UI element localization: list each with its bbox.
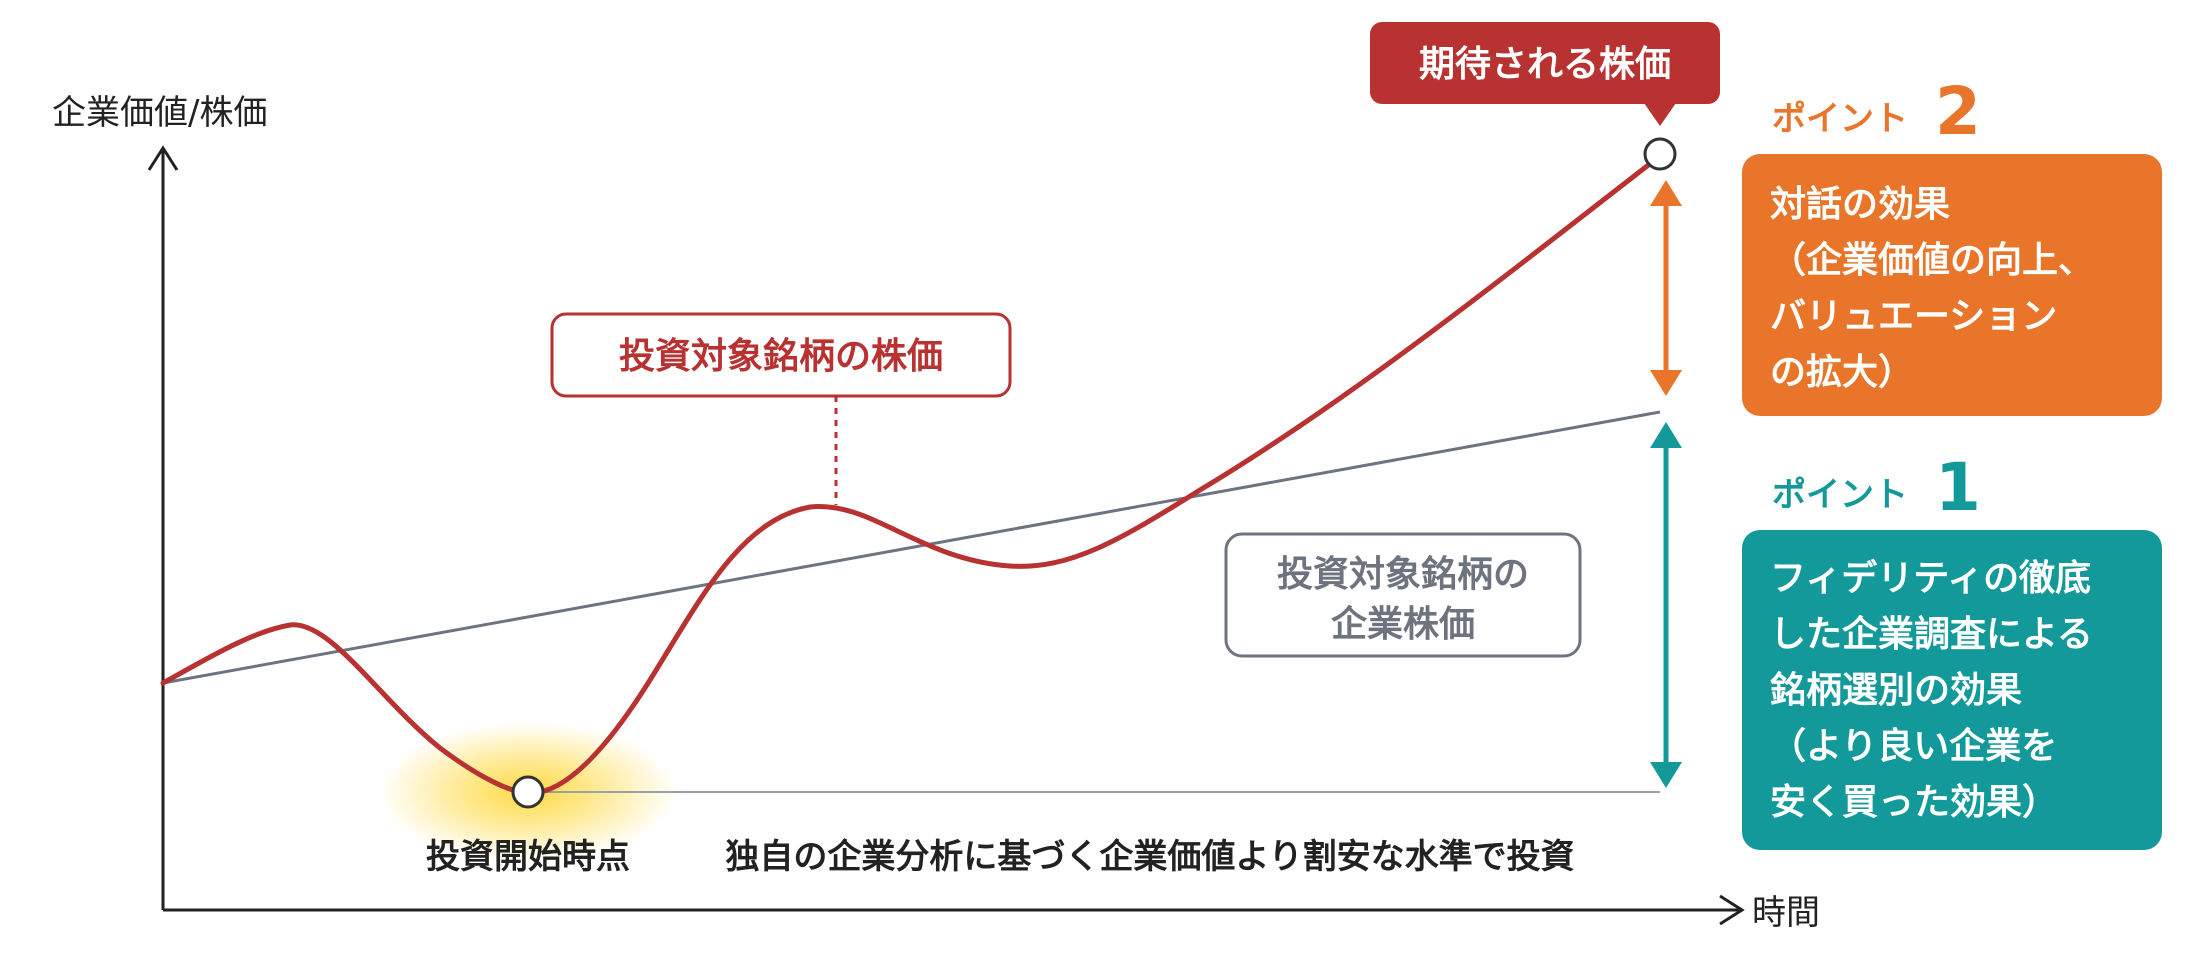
expected-price-point [1643,137,1677,171]
point-2-prefix: ポイント [1772,99,1908,139]
point-1-line-2: した企業調査による [1770,613,2093,655]
point-1-prefix: ポイント [1772,475,1908,515]
point-2-box [1742,154,2162,416]
investment-note: 独自の企業分析に基づく企業価値より割安な水準で投資 [725,837,1574,877]
point-1-arrow-top [1650,422,1682,448]
x-axis-label: 時間 [1752,893,1820,933]
point-2-line-1: 対話の効果 [1770,184,1950,225]
point-1-box [1742,530,2162,850]
point-1-arrow-bottom [1650,762,1682,788]
expected-price-label: 期待される株価 [1419,44,1671,85]
stock-price-label: 投資対象銘柄の株価 [619,336,943,377]
y-axis-label: 企業価値/株価 [52,93,267,133]
point-2-arrow-bottom [1650,370,1682,396]
corporate-value-callout-box [1224,532,1582,658]
point-2-line-4: の拡大） [1770,352,1914,393]
point-2-line-2: （企業価値の向上、 [1770,239,2094,281]
point-1-line-4: （より良い企業を [1770,725,2057,767]
y-axis-arrowhead [147,145,179,171]
corporate-value-label-line-2: 企業株価 [1331,603,1475,645]
point-2-arrow-top [1650,180,1682,206]
corporate-value-line [162,410,1661,685]
point-1-line-3: 銘柄選別の効果 [1770,670,2022,711]
expected-price-callout-tail [1644,103,1676,126]
point-1-line-1: フィデリティの徹底 [1770,557,2091,599]
point-1-number: 1 [1935,449,1981,526]
x-axis-arrowhead [1719,894,1745,926]
expected-price-callout-box [1370,22,1720,104]
point-1-line-5: 安く買った効果） [1770,782,2058,823]
point-2-number: 2 [1935,73,1981,150]
stock-price-line [160,153,1663,796]
stock-price-callout-box [550,312,1012,398]
investment-start-label: 投資開始時点 [426,837,630,877]
investment-start-point [511,775,545,809]
corporate-value-label-line-1: 投資対象銘柄の [1277,554,1529,595]
point-2-line-3: バリュエーション [1770,296,2057,337]
